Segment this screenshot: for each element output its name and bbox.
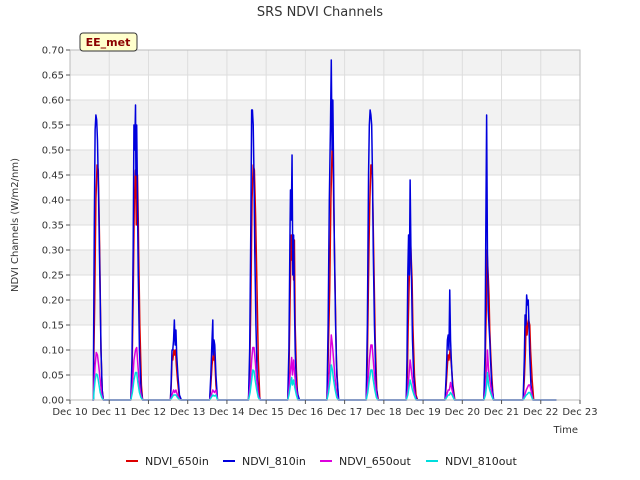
plot-band — [70, 250, 580, 275]
y-tick-label: 0.65 — [42, 71, 64, 82]
x-tick-label: Dec 15 — [249, 407, 284, 418]
y-tick-label: 0.30 — [42, 246, 64, 257]
legend-label: NDVI_810out — [445, 455, 517, 468]
y-tick-label: 0.00 — [42, 396, 64, 407]
x-tick-label: Dec 23 — [562, 407, 597, 418]
y-axis-label: NDVI Channels (W/m2/nm) — [10, 158, 21, 292]
y-tick-label: 0.40 — [42, 196, 64, 207]
y-tick-label: 0.50 — [42, 146, 64, 157]
plot-band — [70, 350, 580, 375]
x-tick-label: Dec 22 — [523, 407, 558, 418]
y-tick-label: 0.10 — [42, 346, 64, 357]
x-tick-label: Dec 13 — [170, 407, 205, 418]
x-tick-label: Dec 20 — [445, 407, 480, 418]
legend-label: NDVI_650in — [145, 455, 209, 468]
x-tick-label: Dec 18 — [366, 407, 401, 418]
plot-band — [70, 50, 580, 75]
y-axis-ticks: 0.00 0.05 0.10 0.15 0.20 0.25 0.30 0.35 0.40 0.45… — [42, 46, 70, 407]
y-tick-label: 0.35 — [42, 221, 64, 232]
plot-band — [70, 375, 580, 400]
y-tick-label: 0.15 — [42, 321, 64, 332]
plot-band — [70, 225, 580, 250]
chart-title: SRS NDVI Channels — [257, 5, 383, 20]
y-tick-label: 0.05 — [42, 371, 64, 382]
x-tick-label: Dec 14 — [209, 407, 244, 418]
y-tick-label: 0.20 — [42, 296, 64, 307]
x-tick-label: Dec 12 — [131, 407, 166, 418]
legend-label: NDVI_810in — [242, 455, 306, 468]
x-tick-label: Dec 11 — [92, 407, 127, 418]
plot-band — [70, 325, 580, 350]
x-tick-label: Dec 10 — [52, 407, 87, 418]
site-badge-box — [79, 32, 138, 52]
x-tick-label: Dec 17 — [327, 407, 362, 418]
y-tick-label: 0.70 — [42, 46, 64, 57]
x-tick-label: Dec 16 — [288, 407, 323, 418]
site-badge: EE_met — [79, 32, 138, 52]
x-axis-ticks: Dec 10 Dec 11 Dec 12 Dec 13 Dec 14 Dec 15 Dec … — [52, 400, 598, 418]
plot-band — [70, 75, 580, 100]
plot-band — [70, 100, 580, 125]
y-tick-label: 0.45 — [42, 171, 64, 182]
plot-band — [70, 300, 580, 325]
plot-band — [70, 200, 580, 225]
plot-background — [70, 50, 580, 400]
x-tick-label: Dec 21 — [484, 407, 519, 418]
x-tick-label: Dec 19 — [405, 407, 440, 418]
plot-band — [70, 175, 580, 200]
x-axis-label: Time — [553, 425, 578, 436]
plot-band — [70, 275, 580, 300]
plot-band — [70, 125, 580, 150]
site-label: EE_met — [86, 36, 131, 49]
y-tick-label: 0.55 — [42, 121, 64, 132]
legend: NDVI_650in NDVI_810in NDVI_650out NDVI_810o… — [126, 455, 517, 468]
legend-label: NDVI_650out — [339, 455, 411, 468]
plot-band — [70, 150, 580, 175]
y-tick-label: 0.25 — [42, 271, 64, 282]
y-tick-label: 0.60 — [42, 96, 64, 107]
